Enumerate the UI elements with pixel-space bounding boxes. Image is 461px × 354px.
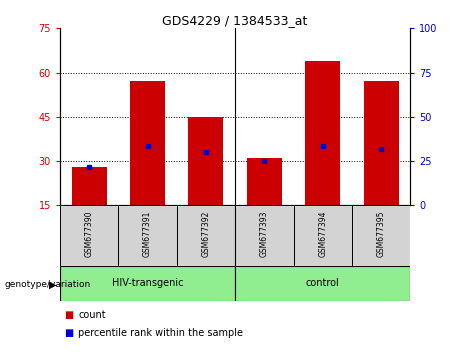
Bar — [294, 205, 352, 266]
Text: percentile rank within the sample: percentile rank within the sample — [78, 328, 243, 338]
Bar — [130, 81, 165, 205]
Bar — [60, 205, 118, 266]
Bar — [118, 205, 177, 266]
Bar — [247, 158, 282, 205]
Bar — [177, 205, 235, 266]
Bar — [60, 266, 235, 301]
Bar — [352, 205, 410, 266]
Bar — [364, 81, 399, 205]
Text: control: control — [306, 278, 340, 288]
Bar — [235, 205, 294, 266]
Text: HIV-transgenic: HIV-transgenic — [112, 278, 183, 288]
Text: ▶: ▶ — [49, 280, 57, 290]
Text: GSM677390: GSM677390 — [85, 211, 94, 257]
Text: GSM677395: GSM677395 — [377, 211, 385, 257]
Bar — [305, 61, 340, 205]
Text: count: count — [78, 310, 106, 320]
Bar — [71, 167, 106, 205]
Text: ■: ■ — [65, 310, 74, 320]
Text: GSM677393: GSM677393 — [260, 211, 269, 257]
Title: GDS4229 / 1384533_at: GDS4229 / 1384533_at — [162, 14, 308, 27]
Text: GSM677394: GSM677394 — [318, 211, 327, 257]
Text: GSM677392: GSM677392 — [201, 211, 210, 257]
Text: genotype/variation: genotype/variation — [5, 280, 91, 290]
Bar — [235, 266, 410, 301]
Text: ■: ■ — [65, 328, 74, 338]
Text: GSM677391: GSM677391 — [143, 211, 152, 257]
Bar — [189, 117, 224, 205]
